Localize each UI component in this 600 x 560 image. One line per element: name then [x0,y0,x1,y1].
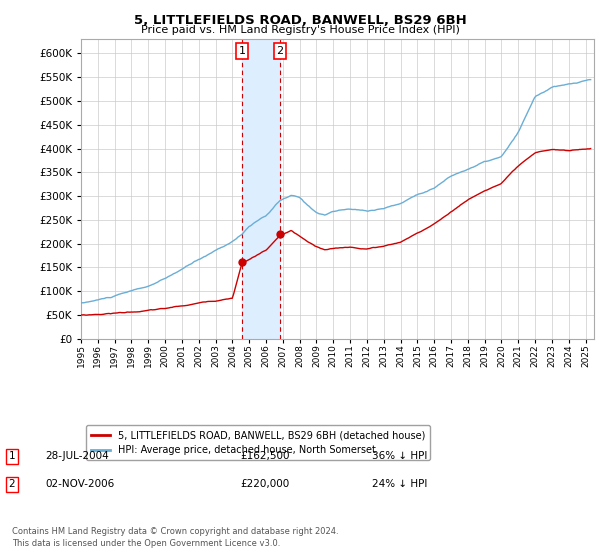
Legend: 5, LITTLEFIELDS ROAD, BANWELL, BS29 6BH (detached house), HPI: Average price, de: 5, LITTLEFIELDS ROAD, BANWELL, BS29 6BH … [86,425,430,460]
Text: 2: 2 [277,46,284,56]
Text: Price paid vs. HM Land Registry's House Price Index (HPI): Price paid vs. HM Land Registry's House … [140,25,460,35]
Text: 5, LITTLEFIELDS ROAD, BANWELL, BS29 6BH: 5, LITTLEFIELDS ROAD, BANWELL, BS29 6BH [134,14,466,27]
Text: Contains HM Land Registry data © Crown copyright and database right 2024.
This d: Contains HM Land Registry data © Crown c… [12,527,338,548]
Text: 2: 2 [8,479,16,489]
Text: 28-JUL-2004: 28-JUL-2004 [45,451,109,461]
Text: 24% ↓ HPI: 24% ↓ HPI [372,479,427,489]
Text: 1: 1 [8,451,16,461]
Text: £220,000: £220,000 [240,479,289,489]
Text: 1: 1 [238,46,245,56]
Bar [242,39,280,339]
Text: 02-NOV-2006: 02-NOV-2006 [45,479,114,489]
Text: £162,500: £162,500 [240,451,290,461]
Text: 36% ↓ HPI: 36% ↓ HPI [372,451,427,461]
